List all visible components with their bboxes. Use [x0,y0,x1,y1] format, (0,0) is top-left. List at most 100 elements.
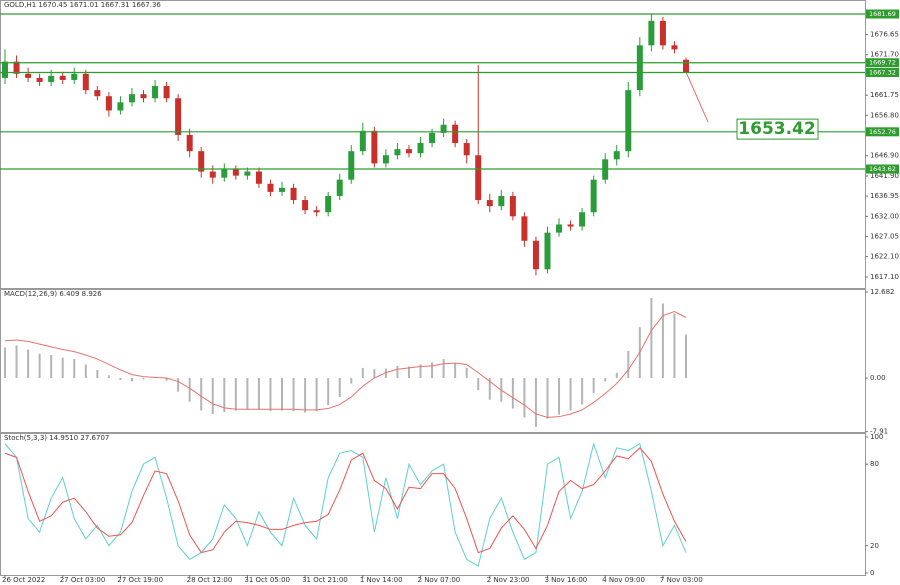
candle-body [532,240,539,270]
x-tick-label: 31 Oct 05:00 [244,576,290,584]
candle-body [186,134,193,152]
candle-body [336,179,343,196]
candle-body [244,171,251,176]
x-tick-label: 4 Nov 09:00 [602,576,645,584]
candle-body [36,77,43,82]
x-tick-label: 1 Nov 14:00 [360,576,403,584]
y-tick-label: 0 [870,569,874,577]
candle-body [648,20,655,46]
candle-body [521,216,528,241]
candle-body [267,183,274,192]
y-tick-label: 1661.75 [870,91,899,99]
x-tick-label: 31 Oct 21:00 [302,576,348,584]
x-tick-label: 3 Nov 16:00 [544,576,587,584]
stoch-line [4,441,687,567]
candle-body [175,98,182,135]
level-label: 1681.69 [869,10,896,18]
x-tick-label: 2 Nov 07:00 [418,576,461,584]
candle-body [71,73,78,80]
candle-body [544,232,551,270]
candle-body [325,195,332,213]
candle-body [94,90,101,97]
x-tick-label: 26 Oct 2022 [2,576,45,584]
candle-body [163,86,170,99]
candle-body [417,143,424,154]
candle-body [279,187,286,192]
stoch-line [4,447,687,554]
y-tick-label: 80 [870,460,879,468]
candle-body [359,130,366,152]
level-label: 1669.72 [869,59,896,67]
candle-body [128,94,135,103]
x-tick-label: 27 Oct 03:00 [60,576,106,584]
candle-body [452,124,459,144]
candle-body [255,171,262,184]
candle-body [117,102,124,111]
candle-body [198,151,205,172]
annotation-box [736,118,819,140]
candle-body [48,75,55,82]
x-tick-label: 7 Nov 03:00 [660,576,703,584]
candle-body [659,20,666,46]
candle-body [671,45,678,50]
candle-body [382,155,389,164]
candle-body [683,59,689,73]
y-tick-label: 1641.90 [870,172,899,180]
candle-body [371,130,378,164]
candle-body [440,124,447,133]
candle-body [498,195,505,207]
x-tick-label: 2 Nov 23:00 [487,576,530,584]
annotation-label: 1653.42 [738,119,815,139]
y-tick-label: 1676.65 [870,31,899,39]
y-tick-label: -7.91 [870,428,888,436]
y-tick-label: 1622.10 [870,253,899,261]
level-label: 1667.32 [869,69,896,77]
candle-body [140,94,147,99]
level-label-box [866,127,899,137]
candle-body [394,149,401,156]
y-tick-label: 1636.95 [870,192,899,200]
y-tick-label: 0.00 [870,374,886,382]
candle-body [486,200,493,207]
candle-body [348,151,355,180]
candle-body [13,61,20,74]
y-tick-label: 1656.80 [870,111,899,119]
candle-body [579,212,586,227]
y-tick-label: 1671.70 [870,51,899,59]
x-tick-label: 27 Oct 19:00 [117,576,163,584]
price-panel [0,0,866,289]
candle-body [475,155,482,201]
stoch-title: Stoch(5,3,3) 14.9510 27.6707 [4,434,109,442]
y-tick-label: 1627.05 [870,232,899,240]
candle-body [613,151,620,160]
candle-body [221,169,228,178]
candle-body [405,149,412,154]
macd-title: MACD(12,26,9) 6.409 8.926 [4,290,102,298]
candle-body [25,73,32,78]
candle-body [590,179,597,213]
candle-body [463,143,470,156]
candle-body [59,75,66,80]
candle-body [82,73,89,91]
y-tick-label: 100 [870,433,883,441]
candle-body [509,195,516,217]
candle-body [232,169,239,176]
level-label-box [866,58,899,68]
candle-body [313,210,320,213]
candle-body [556,224,563,233]
level-label-box [866,164,899,174]
y-tick-label: 20 [870,542,879,550]
y-tick-label: 1617.10 [870,273,899,281]
candle-body [429,132,436,144]
candle-body [302,200,309,211]
candle-body [2,61,8,78]
candle-body [105,96,112,111]
y-tick-label: 1646.90 [870,152,899,160]
candle-body [290,187,297,201]
level-label-box [866,9,899,19]
candle-body [625,90,632,152]
stoch-panel [0,433,866,576]
trend-arrow [685,71,709,123]
candle-body [152,86,159,99]
